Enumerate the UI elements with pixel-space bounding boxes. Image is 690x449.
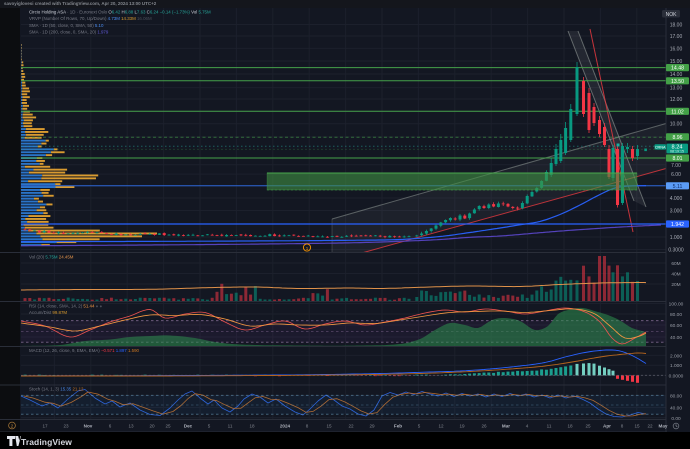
svg-text:2: 2: [11, 424, 14, 429]
svg-text:Nov: Nov: [84, 424, 93, 429]
svg-text:20M: 20M: [671, 282, 680, 288]
svg-text:12.00: 12.00: [670, 97, 683, 103]
svg-text:25: 25: [165, 424, 171, 429]
svg-text:6: 6: [109, 424, 112, 429]
svg-text:6.00: 6.00: [671, 172, 681, 178]
svg-text:25: 25: [585, 424, 591, 429]
svg-text:May: May: [659, 424, 668, 429]
svg-text:40M: 40M: [671, 272, 680, 278]
svg-text:8: 8: [306, 424, 309, 429]
svg-text:14.48: 14.48: [671, 66, 684, 72]
svg-text:5.11: 5.11: [673, 184, 683, 190]
svg-text:10.00: 10.00: [670, 122, 683, 128]
svg-text:18.00: 18.00: [670, 23, 683, 29]
svg-text:5: 5: [208, 424, 211, 429]
svg-text:1.000: 1.000: [670, 235, 683, 241]
svg-text:2024: 2024: [280, 424, 291, 429]
svg-text:2.000: 2.000: [670, 353, 682, 359]
svg-text:5: 5: [418, 424, 421, 429]
svg-text:11: 11: [228, 424, 233, 429]
svg-text:29: 29: [369, 424, 375, 429]
svg-text:14.00: 14.00: [670, 72, 683, 78]
svg-text:1.942: 1.942: [671, 222, 684, 228]
svg-text:0.3000: 0.3000: [668, 248, 684, 254]
svg-text:Accum/Dist 99.87M: Accum/Dist 99.87M: [29, 310, 67, 315]
svg-text:RSI (14, close, SMA, 14, 2) 51: RSI (14, close, SMA, 14, 2) 51.44 ● ●: [29, 304, 103, 309]
svg-text:8: 8: [621, 424, 624, 429]
svg-text:13.50: 13.50: [671, 79, 684, 85]
svg-text:Feb: Feb: [394, 424, 402, 429]
svg-text:SMA · 1D (50, close, 0, SMA, 5: SMA · 1D (50, close, 0, SMA, 50) 5.10: [29, 23, 104, 28]
svg-text:11: 11: [547, 424, 552, 429]
svg-text:18: 18: [567, 424, 573, 429]
svg-text:Mar: Mar: [502, 424, 510, 429]
svg-text:8.24: 8.24: [672, 144, 683, 150]
svg-text:08:19:15: 08:19:15: [670, 150, 684, 154]
svg-text:7.00: 7.00: [671, 163, 681, 169]
svg-text:NOK: NOK: [666, 12, 678, 18]
svg-text:12: 12: [438, 424, 444, 429]
svg-text:15.00: 15.00: [670, 59, 683, 65]
svg-text:80.00: 80.00: [670, 393, 682, 399]
svg-text:26: 26: [481, 424, 487, 429]
svg-text:23: 23: [63, 424, 69, 429]
svg-text:60.00: 60.00: [670, 323, 682, 329]
svg-text:1: 1: [306, 246, 309, 251]
svg-text:Circio Holding ASA · 1D · Euro: Circio Holding ASA · 1D · Euronext Oslo …: [29, 9, 211, 14]
svg-text:8.01: 8.01: [672, 156, 682, 162]
svg-text:Apr: Apr: [603, 424, 611, 429]
svg-text:40.00: 40.00: [670, 335, 682, 341]
svg-text:40.00: 40.00: [670, 406, 682, 412]
svg-text:15: 15: [634, 424, 640, 429]
svg-text:VRVP (Number Of Rows, 70, Up/D: VRVP (Number Of Rows, 70, Up/Down) 4.73M…: [29, 16, 152, 21]
svg-text:CRNA: CRNA: [655, 145, 666, 149]
svg-text:0.0000: 0.0000: [669, 373, 684, 379]
svg-text:4.000: 4.000: [670, 196, 683, 202]
svg-text:MACD (12, 26, close, 9, EMA, E: MACD (12, 26, close, 9, EMA, EMA) −0.571…: [29, 348, 140, 353]
svg-text:Dec: Dec: [184, 424, 193, 429]
svg-text:60M: 60M: [671, 261, 680, 267]
svg-text:80.00: 80.00: [670, 312, 682, 318]
svg-text:11.02: 11.02: [671, 109, 684, 115]
svg-text:8.96: 8.96: [672, 135, 682, 141]
svg-text:Vol (20) 5.75M 24.45M: Vol (20) 5.75M 24.45M: [29, 255, 74, 260]
svg-text:SMA · 1D (200, close, 0, SMA,: SMA · 1D (200, close, 0, SMA, 20) 1.979: [29, 30, 109, 35]
svg-text:1.000: 1.000: [670, 363, 682, 369]
svg-text:15: 15: [326, 424, 332, 429]
svg-text:100.00: 100.00: [669, 302, 684, 308]
svg-text:20: 20: [149, 424, 155, 429]
svg-text:17.00: 17.00: [670, 34, 683, 40]
svg-text:3.000: 3.000: [670, 209, 683, 215]
svg-text:17: 17: [42, 424, 48, 429]
svg-text:0.00: 0.00: [671, 416, 681, 422]
svg-text:18: 18: [249, 424, 255, 429]
svg-text:16.00: 16.00: [670, 46, 683, 52]
svg-text:19: 19: [459, 424, 465, 429]
svg-text:22: 22: [647, 424, 653, 429]
svg-text:4: 4: [526, 424, 529, 429]
svg-text:22: 22: [348, 424, 354, 429]
svg-text:13.00: 13.00: [670, 86, 683, 92]
svg-text:Stoch (14, 1, 3) 15.35 21.12: Stoch (14, 1, 3) 15.35 21.12: [29, 387, 84, 392]
svg-text:13: 13: [128, 424, 134, 429]
